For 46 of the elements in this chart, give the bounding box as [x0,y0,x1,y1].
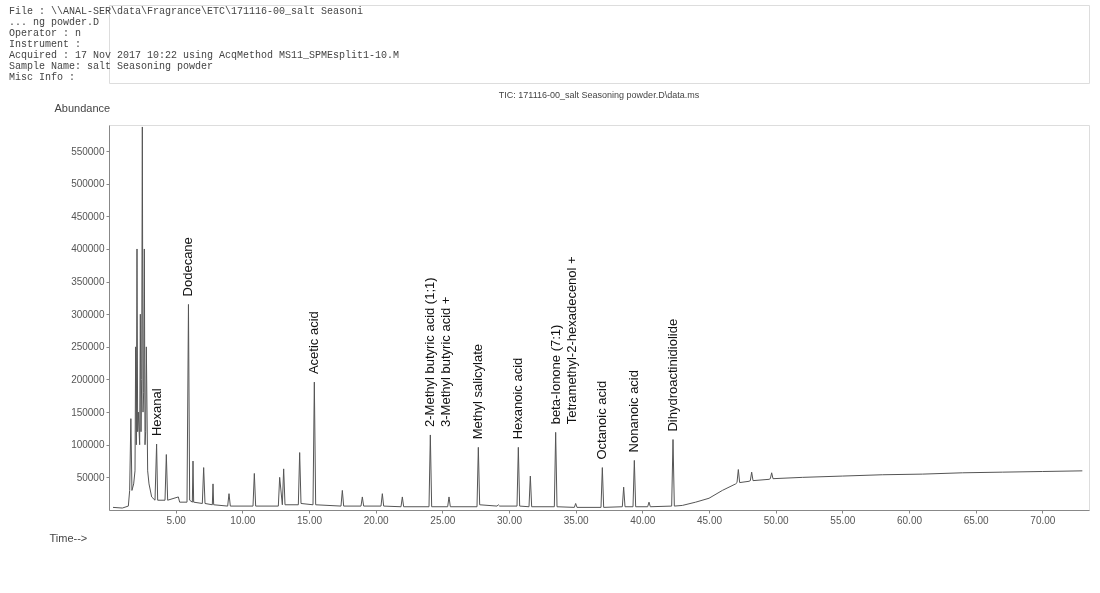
text: ... ng powder.D [9,16,100,28]
annotation: Hexanal [148,388,164,437]
text: Sample Name: salt Seasoning powder [9,61,214,73]
text: Operator : n [9,27,82,39]
annotation: beta-Ionone (7:1) Tetramethyl-2-hexadecenol + [547,256,579,425]
y-tick-label: 200000 [71,373,105,385]
x-axis-title: Time--> [49,531,88,544]
text: Misc Info : [9,72,76,84]
y-tick-label: 450000 [71,210,105,222]
annotation: Octanoic acid [594,380,610,460]
y-tick-label: 350000 [71,276,105,288]
annotation: 2-Methyl butyric acid (1;1) 3-Methyl butyric acid + [422,277,454,427]
x-tick-label: 60.00 [896,514,923,526]
annotation: Methyl salicylate [470,343,486,440]
x-tick-label: 55.00 [830,514,856,526]
x-tick-label: 70.00 [1030,514,1056,526]
x-tick-label: 45.00 [696,514,723,526]
y-tick-label: 50000 [76,471,105,483]
chart-title: TIC: 171116-00_salt Seasoning powder.D\data.ms [498,90,700,100]
x-tick-label: 50.00 [763,514,790,526]
text: Instrument : [9,39,82,50]
x-tick-label: 30.00 [496,514,523,526]
x-tick-label: 5.00 [166,514,187,526]
annotation: Acetic acid [306,311,322,375]
y-tick-label: 100000 [71,439,105,451]
x-tick-label: 25.00 [430,514,456,526]
text: File : \\ANAL-SER\data\Fragrance\ETC\171116-00_salt Seasoni [9,5,364,17]
x-tick-label: 65.00 [963,514,990,526]
line-series [112,126,1083,509]
text: Acquired : 17 Nov 2017 10:22 using AcqMethod MS11_SPMEsplit1-10.M [9,50,400,62]
x-tick-label: 15.00 [296,514,323,526]
y-tick-label: 150000 [71,406,105,418]
y-tick-label: 300000 [71,308,105,320]
annotation: Hexanoic acid [510,357,526,440]
y-tick-label: 400000 [71,243,105,255]
x-tick-label: 35.00 [563,514,590,526]
y-tick-label: 550000 [71,145,105,157]
annotation: Dodecane [180,237,196,297]
y-tick-label: 250000 [71,341,105,353]
x-tick-label: 40.00 [630,514,656,526]
y-tick-label: 500000 [71,178,105,190]
annotation: Nonanoic acid [626,370,642,453]
annotation: Dihydroactinidiolide [665,318,680,432]
x-tick-label: 20.00 [363,514,390,526]
x-tick-label: 10.00 [230,514,256,526]
y-axis-title: Abundance [54,101,111,114]
